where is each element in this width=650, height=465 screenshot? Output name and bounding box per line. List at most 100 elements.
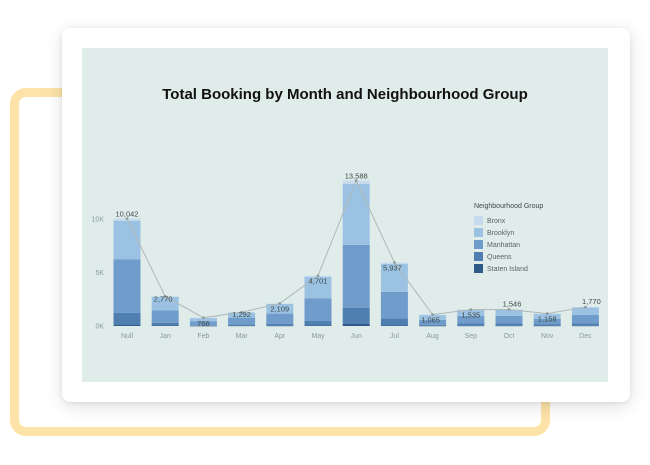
total-point — [507, 308, 511, 311]
bar-segment — [342, 183, 370, 245]
bar-segment — [571, 307, 599, 315]
bar-segment — [457, 325, 485, 327]
chart-title: Total Booking by Month and Neighbourhood… — [162, 86, 528, 103]
bar-segment — [495, 309, 523, 316]
bar-segment — [342, 323, 370, 326]
x-tick-label: Apr — [274, 333, 286, 340]
legend-item-label: Queens — [487, 254, 512, 261]
bar-segment — [266, 313, 294, 324]
x-tick-label: Sep — [465, 333, 478, 340]
bar-segment — [380, 291, 408, 319]
bar-segment — [228, 324, 256, 326]
legend-item-label: Staten Island — [487, 266, 528, 273]
bar-segment — [457, 309, 485, 317]
bar-segment — [533, 325, 561, 327]
chart-panel: Total Booking by Month and Neighbourhood… — [82, 48, 608, 382]
bar-segment — [266, 303, 294, 314]
bar-segment — [266, 325, 294, 327]
data-label: 766 — [197, 319, 210, 328]
legend: Neighbourhood Group Bronx Brooklyn Manhatta… — [474, 203, 543, 273]
data-label: 4,701 — [309, 277, 328, 286]
bar-segment — [113, 259, 141, 313]
bar-segment — [342, 307, 370, 324]
bar-segment — [457, 316, 485, 324]
bar-segment — [533, 318, 561, 325]
bar-segment — [342, 180, 370, 184]
legend-swatch — [474, 216, 483, 225]
bar-segment — [495, 323, 523, 326]
x-tick-label: Aug — [426, 333, 439, 340]
bar-segment — [151, 322, 179, 326]
data-label: 1,158 — [538, 315, 557, 324]
total-point — [278, 302, 282, 305]
total-point — [431, 313, 434, 316]
bar-segment — [189, 325, 217, 326]
legend-swatch — [474, 252, 483, 261]
bar-segment — [151, 325, 179, 326]
total-line-group — [125, 179, 587, 320]
y-tick-label: 0K — [95, 324, 104, 331]
bar-segment — [189, 318, 217, 322]
bar-segment — [342, 244, 370, 308]
legend-item-label: Brooklyn — [487, 230, 514, 237]
total-point — [316, 274, 320, 277]
data-label: 1,546 — [503, 299, 522, 308]
x-tick-label: Mar — [236, 333, 249, 340]
data-label: 2,770 — [154, 294, 173, 303]
bar-segment — [113, 312, 141, 326]
y-tick-label: 10K — [92, 217, 105, 224]
total-point — [354, 179, 358, 182]
x-tick-label: Jun — [351, 333, 362, 340]
legend-title: Neighbourhood Group — [474, 203, 543, 210]
data-label: 10,042 — [116, 210, 139, 219]
bar-segment — [304, 298, 332, 321]
data-label: 5,937 — [383, 263, 402, 272]
total-point — [584, 305, 587, 309]
total-point — [202, 316, 205, 320]
bar-segment — [228, 312, 256, 318]
bar-segment — [113, 325, 141, 326]
bar-segment — [533, 313, 561, 319]
data-label: 1,292 — [232, 310, 251, 319]
legend-item-label: Manhattan — [487, 242, 520, 249]
bar-segment — [419, 325, 447, 327]
bar-chart: 10K 5K 0K 10,042 2,770 766 1,292 2,109 4,701 13,… — [92, 172, 601, 340]
x-tick-label: Jan — [160, 333, 171, 340]
bar-segment — [419, 319, 447, 325]
bar-segment — [228, 325, 256, 327]
legend-item-label: Bronx — [487, 218, 506, 225]
bar-segment — [419, 324, 447, 326]
bar-segment — [380, 325, 408, 326]
y-tick-label: 5K — [95, 270, 104, 277]
bar-segment — [228, 317, 256, 325]
x-tick-label: Dec — [579, 333, 592, 340]
x-axis: Null Jan Feb Mar Apr May Jun Jul Aug Sep Oct Nov Dec — [121, 333, 592, 340]
total-point — [393, 261, 396, 264]
bar-segment — [571, 325, 599, 327]
total-point — [163, 295, 167, 298]
data-label: 1,535 — [461, 311, 480, 320]
total-point — [240, 310, 243, 314]
bar-segment — [189, 321, 217, 326]
bar-segment — [189, 325, 217, 327]
data-label: 13,588 — [345, 172, 368, 181]
x-tick-label: Feb — [197, 333, 209, 340]
bar-segment — [151, 310, 179, 323]
data-labels-group: 10,042 2,770 766 1,292 2,109 4,701 13,588 5,937… — [116, 172, 601, 328]
x-tick-label: Null — [121, 333, 134, 340]
bar-segment — [419, 315, 447, 320]
x-tick-label: Oct — [504, 333, 515, 340]
bar-segment — [495, 325, 523, 327]
total-point — [545, 312, 549, 315]
legend-swatch — [474, 228, 483, 237]
bar-segment — [380, 318, 408, 326]
legend-swatch — [474, 264, 483, 273]
total-point — [125, 217, 129, 220]
bar-segment — [533, 324, 561, 326]
x-tick-label: Nov — [541, 333, 554, 340]
bar-segment — [304, 325, 332, 326]
total-point — [469, 308, 473, 311]
bar-segment — [266, 323, 294, 326]
data-label: 1,770 — [582, 297, 601, 306]
bar-segment — [304, 320, 332, 326]
